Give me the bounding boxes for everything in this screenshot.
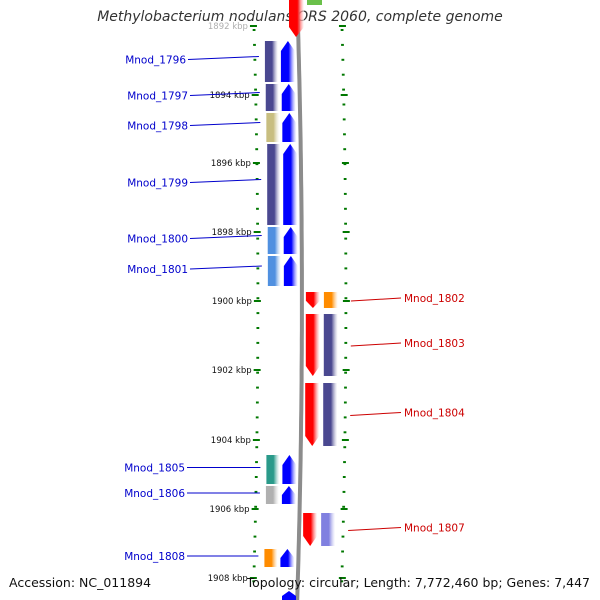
gene-label[interactable]: Mnod_1796	[125, 55, 186, 67]
cog-feature	[266, 455, 280, 484]
label-leader	[189, 179, 262, 183]
outer-tick-marks	[338, 25, 350, 583]
cog-feature	[266, 113, 280, 142]
forward-cog-features	[264, 41, 281, 567]
forward-gene-arrow[interactable]	[282, 113, 297, 142]
gene-label[interactable]: Mnod_1799	[127, 178, 188, 190]
gene-label[interactable]: Mnod_1801	[127, 264, 188, 276]
genome-backbone	[295, 0, 304, 600]
tick-label: 1900 kbp	[212, 297, 252, 307]
label-leader	[189, 92, 260, 96]
reverse-cog-features	[321, 292, 338, 546]
label-leader	[189, 265, 262, 270]
tick-label: 1896 kbp	[211, 159, 251, 169]
tick-label: 1892 kbp	[208, 22, 248, 32]
forward-gene-arrow[interactable]	[283, 256, 298, 286]
gene-label[interactable]: Mnod_1800	[127, 234, 188, 246]
cog-feature	[265, 84, 279, 111]
cog-feature	[264, 549, 278, 567]
cog-feature	[267, 144, 281, 225]
tick-label: 1898 kbp	[212, 228, 252, 238]
gene-label[interactable]: Mnod_1804	[404, 408, 465, 420]
label-leader	[350, 412, 402, 416]
inner-tick-marks	[249, 25, 261, 583]
label-leader	[189, 235, 262, 239]
tick-label: 1906 kbp	[210, 505, 250, 515]
reverse-gene-arrow[interactable]	[305, 314, 320, 376]
tick-label: 1902 kbp	[212, 366, 252, 376]
accession-text: Accession: NC_011894	[9, 575, 152, 590]
forward-gene-arrow[interactable]	[280, 549, 295, 567]
partial-gene-arrow	[282, 591, 296, 600]
reverse-genes	[303, 292, 320, 546]
genome-stats-text: Topology: circular; Length: 7,772,460 bp…	[246, 575, 590, 590]
backbone-line	[295, 0, 304, 600]
cog-feature	[267, 227, 281, 254]
gene-label[interactable]: Mnod_1802	[404, 293, 465, 305]
forward-gene-arrow[interactable]	[281, 84, 296, 111]
partial-cog-feature	[307, 0, 322, 5]
cog-feature	[264, 41, 278, 82]
label-leader	[187, 56, 259, 60]
partial-gene-arrow	[289, 0, 304, 37]
label-leader	[348, 527, 402, 531]
forward-genes	[280, 41, 298, 567]
cog-feature	[267, 256, 281, 286]
label-leader	[350, 297, 402, 302]
partial-features	[282, 0, 322, 600]
forward-gene-arrow[interactable]	[282, 455, 297, 484]
forward-gene-arrow[interactable]	[283, 227, 298, 254]
cog-feature	[323, 383, 338, 446]
gene-label[interactable]: Mnod_1798	[127, 121, 188, 133]
cog-feature	[265, 486, 279, 504]
forward-gene-arrow[interactable]	[283, 144, 298, 225]
tick-label: 1904 kbp	[211, 436, 251, 446]
tick-label: 1908 kbp	[208, 574, 248, 584]
label-leader	[350, 342, 402, 347]
tick-labels: 1892 kbp 1894 kbp 1896 kbp 1898 kbp 1900 kbp…	[208, 22, 252, 584]
gene-label[interactable]: Mnod_1797	[127, 91, 188, 103]
reverse-gene-arrow[interactable]	[303, 513, 318, 546]
gene-label[interactable]: Mnod_1806	[124, 488, 185, 500]
label-leader	[189, 122, 261, 126]
reverse-gene-arrow[interactable]	[305, 383, 320, 446]
cog-feature	[321, 513, 336, 546]
gene-label[interactable]: Mnod_1807	[404, 523, 465, 535]
gene-label[interactable]: Mnod_1808	[124, 551, 185, 563]
forward-gene-arrow[interactable]	[280, 41, 295, 82]
gene-label[interactable]: Mnod_1805	[124, 463, 185, 475]
gene-labels: Mnod_1796 Mnod_1797 Mnod_1798 Mnod_1799 Mnod…	[124, 55, 465, 564]
tick-label: 1894 kbp	[210, 91, 250, 101]
cog-feature	[323, 314, 338, 376]
cog-feature	[323, 292, 338, 308]
gene-label[interactable]: Mnod_1803	[404, 338, 465, 350]
reverse-gene-arrow[interactable]	[305, 292, 320, 308]
forward-gene-arrow[interactable]	[281, 486, 296, 504]
